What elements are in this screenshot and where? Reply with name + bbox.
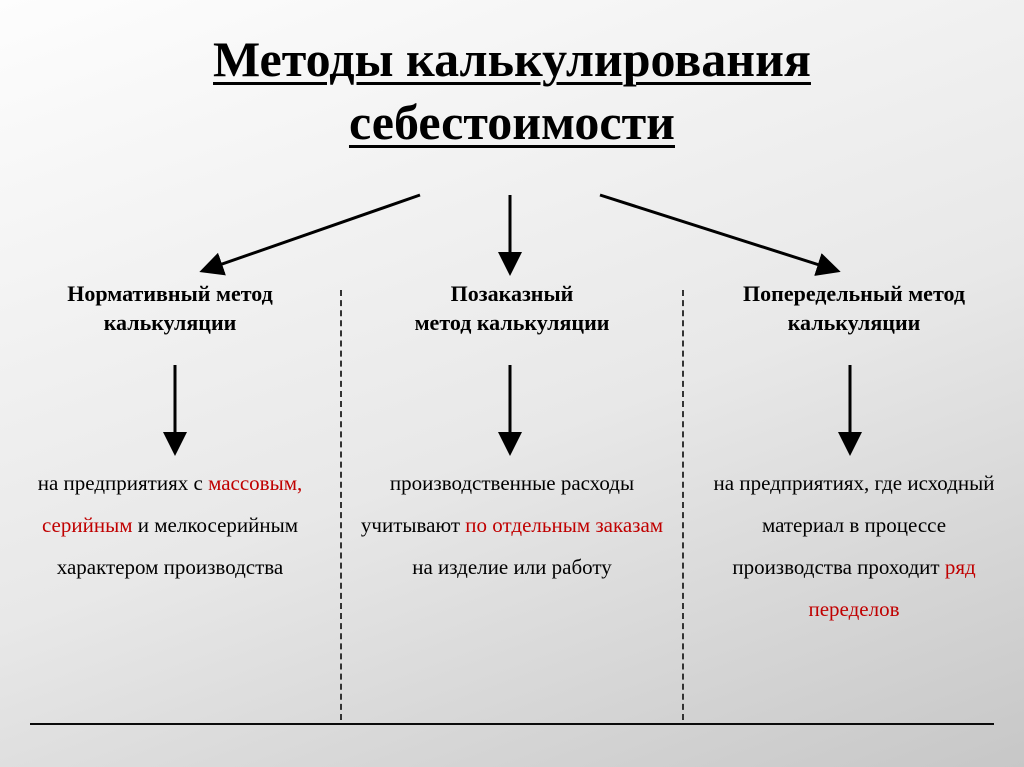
column-process: Попередельный метод калькуляции на предп… [684,280,1024,740]
desc-text: на предприятиях с [38,471,208,495]
column-heading: Нормативный метод калькуляции [18,280,322,337]
column-desc: на предприятиях с массовым, серийным и м… [18,462,322,588]
highlight-text: по отдельным заказам [465,513,663,537]
heading-l2: калькуляции [104,310,237,335]
column-heading: Позаказный метод калькуляции [360,280,664,337]
column-normative: Нормативный метод калькуляции на предпри… [0,280,340,740]
heading-l2: метод калькуляции [415,310,610,335]
column-desc: на предприятиях, где исходный материал в… [702,462,1006,630]
bottom-rule-icon [30,723,994,725]
heading-l1: Позаказный [451,281,574,306]
columns-container: Нормативный метод калькуляции на предпри… [0,280,1024,740]
column-desc: производственные расходы учитывают по от… [360,462,664,588]
column-heading: Попередельный метод калькуляции [702,280,1006,337]
desc-text: на изделие или работу [412,555,612,579]
heading-l1: Попередельный метод [743,281,965,306]
line-top-2 [600,195,835,270]
heading-l2: калькуляции [788,310,921,335]
heading-l1: Нормативный метод [67,281,272,306]
line-top-0 [205,195,420,270]
column-order: Позаказный метод калькуляции производств… [342,280,682,740]
